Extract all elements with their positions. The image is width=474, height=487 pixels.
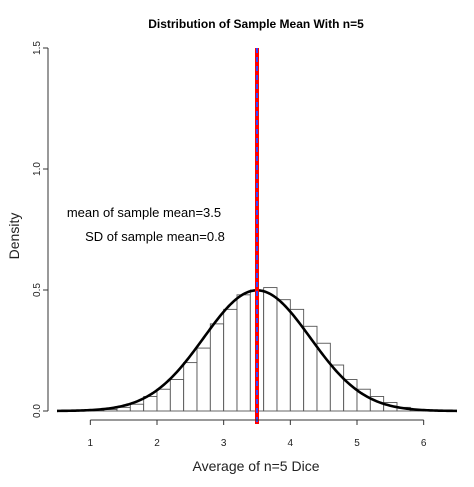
y-axis-label: Density bbox=[6, 213, 22, 260]
histogram-bar-5 bbox=[156, 388, 171, 412]
histogram-bar-9 bbox=[209, 323, 225, 412]
x-axis-label: Average of n=5 Dice bbox=[193, 458, 320, 474]
y-tick-label-1: 0.5 bbox=[32, 283, 43, 297]
histogram-bar-13 bbox=[263, 287, 278, 412]
histogram-bar-8 bbox=[196, 347, 211, 412]
annotation-mean: mean of sample mean=3.5 bbox=[67, 205, 221, 220]
x-tick-label-2: 3 bbox=[221, 438, 227, 449]
histogram-bars bbox=[89, 287, 425, 412]
histogram-bar-6 bbox=[169, 379, 185, 412]
histogram-bar-17 bbox=[316, 342, 331, 412]
y-tick-label-3: 1.5 bbox=[32, 41, 43, 55]
x-axis: 1 2 3 4 5 6 bbox=[88, 419, 427, 449]
x-tick-label-0: 1 bbox=[88, 438, 94, 449]
annotation-sd: SD of sample mean=0.8 bbox=[85, 229, 225, 244]
y-tick-label-2: 1.0 bbox=[32, 162, 43, 176]
y-axis: 0.0 0.5 1.0 1.5 bbox=[32, 41, 49, 418]
y-tick-label-0: 0.0 bbox=[32, 404, 43, 418]
histogram-bar-3 bbox=[129, 403, 145, 412]
x-tick-label-5: 6 bbox=[421, 438, 427, 449]
chart-title: Distribution of Sample Mean With n=5 bbox=[148, 17, 364, 31]
x-tick-label-4: 5 bbox=[354, 438, 360, 449]
histogram-bar-14 bbox=[276, 299, 291, 412]
histogram-bar-11 bbox=[236, 294, 251, 412]
x-tick-label-1: 2 bbox=[154, 438, 160, 449]
histogram-bar-10 bbox=[223, 308, 238, 412]
x-tick-label-3: 4 bbox=[288, 438, 294, 449]
histogram-bar-7 bbox=[183, 362, 198, 412]
